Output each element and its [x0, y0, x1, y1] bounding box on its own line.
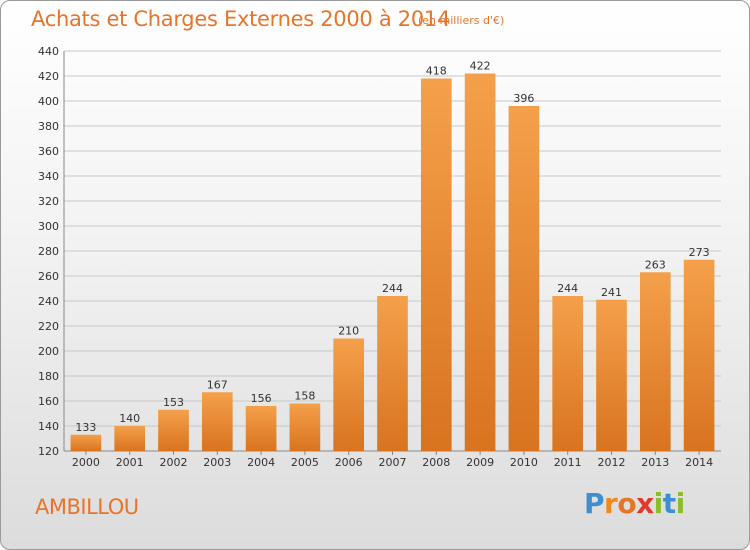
- proxiti-logo: Proxiti: [584, 487, 685, 520]
- x-tick-label: 2012: [598, 456, 626, 469]
- y-tick-label: 440: [38, 45, 59, 58]
- y-tick-label: 320: [38, 195, 59, 208]
- x-tick-label: 2013: [641, 456, 669, 469]
- x-tick-label: 2011: [554, 456, 582, 469]
- value-label: 244: [557, 282, 578, 295]
- value-label: 418: [426, 65, 447, 78]
- y-tick-label: 120: [38, 445, 59, 458]
- bar: [464, 73, 496, 451]
- value-label: 210: [338, 325, 359, 338]
- bar: [596, 299, 627, 451]
- x-tick-label: 2002: [160, 456, 188, 469]
- value-label: 244: [382, 282, 403, 295]
- bar: [158, 409, 189, 451]
- bar: [245, 406, 277, 451]
- value-label: 396: [513, 92, 534, 105]
- x-tick-label: 2000: [72, 456, 100, 469]
- y-tick-label: 180: [38, 370, 59, 383]
- y-tick-label: 420: [38, 70, 59, 83]
- value-label: 167: [207, 378, 228, 391]
- x-tick-labels: 2000 2001 2002 2003 2004 2005 2006 2007 2008 2009…: [72, 451, 713, 469]
- value-label: 153: [163, 396, 184, 409]
- bar: [683, 259, 715, 451]
- chart-subtitle: (en milliers d'€): [418, 14, 505, 27]
- y-tick-labels: 120 140 160 180 200 220 240 260 280 300 320 340 360 3…: [38, 45, 59, 458]
- value-label: 133: [75, 421, 96, 434]
- bars: [70, 73, 715, 451]
- y-tick-label: 400: [38, 95, 59, 108]
- logo-letter: x: [636, 487, 654, 520]
- x-tick-label: 2009: [466, 456, 494, 469]
- bar: [289, 403, 321, 451]
- y-tick-label: 340: [38, 170, 59, 183]
- y-tick-label: 160: [38, 395, 59, 408]
- x-tick-label: 2003: [203, 456, 231, 469]
- x-tick-label: 2010: [510, 456, 538, 469]
- x-tick-label: 2005: [291, 456, 319, 469]
- bar: [639, 272, 671, 451]
- chart-title: Achats et Charges Externes 2000 à 2014: [31, 7, 451, 31]
- logo-letter: r: [604, 487, 618, 520]
- x-tick-label: 2008: [422, 456, 450, 469]
- bar: [377, 296, 408, 451]
- bar: [201, 392, 233, 451]
- logo-letter: t: [662, 487, 676, 520]
- x-tick-label: 2004: [247, 456, 275, 469]
- y-tick-label: 200: [38, 345, 59, 358]
- logo-letter: P: [584, 487, 605, 520]
- value-label: 422: [470, 60, 491, 73]
- logo-letter: o: [617, 487, 637, 520]
- bar: [333, 338, 365, 451]
- y-tick-label: 300: [38, 220, 59, 233]
- value-label: 241: [601, 286, 622, 299]
- value-label: 263: [645, 258, 666, 271]
- value-label: 158: [294, 390, 315, 403]
- bar: [114, 426, 146, 451]
- y-tick-label: 260: [38, 270, 59, 283]
- bar: [70, 434, 102, 451]
- value-label: 156: [251, 392, 272, 405]
- x-tick-label: 2014: [685, 456, 713, 469]
- x-tick-label: 2006: [335, 456, 363, 469]
- value-labels: 133 140 153 167 156 158 210 244 418 422 396 244 241 2…: [75, 60, 709, 434]
- value-label: 140: [119, 412, 140, 425]
- x-tick-label: 2007: [379, 456, 407, 469]
- y-tick-label: 240: [38, 295, 59, 308]
- y-tick-label: 360: [38, 145, 59, 158]
- bar: [508, 106, 540, 451]
- logo-letter: i: [675, 487, 686, 520]
- x-tick-label: 2001: [116, 456, 144, 469]
- logo-letter: i: [653, 487, 664, 520]
- y-tick-label: 380: [38, 120, 59, 133]
- bar: [420, 78, 452, 451]
- y-tick-label: 220: [38, 320, 59, 333]
- bar: [552, 296, 584, 451]
- commune-name: AMBILLOU: [35, 495, 139, 519]
- value-label: 273: [689, 246, 710, 259]
- y-tick-label: 280: [38, 245, 59, 258]
- y-tick-label: 140: [38, 420, 59, 433]
